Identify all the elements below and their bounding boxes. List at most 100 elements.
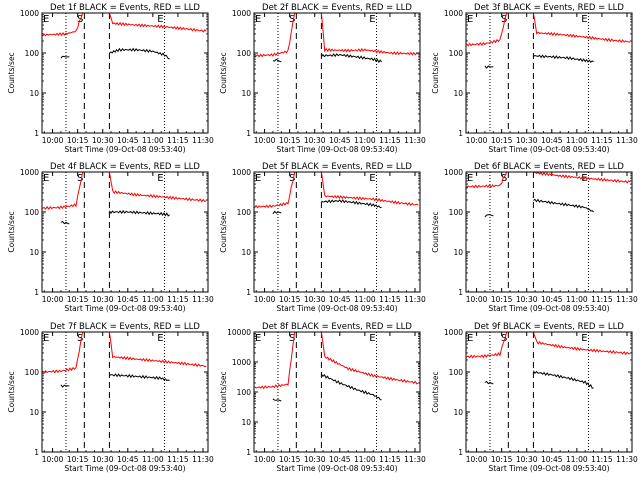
lld-series-line (42, 171, 207, 211)
y-tick-label: 100 (25, 368, 40, 377)
panel-det-4f: Det 4f BLACK = Events, RED = LLD 1 10 100 10… (7, 162, 214, 313)
x-axis-label: Start Time (09-Oct-08 09:53:40) (64, 304, 185, 313)
x-tick-label: 10:15 (67, 455, 89, 464)
y-axis-label: Counts/sec (219, 371, 228, 412)
y-tick-label: 1000 (20, 9, 39, 18)
x-tick-label: 10:45 (117, 455, 139, 464)
x-tick-label: 10:00 (254, 295, 276, 304)
y-tick-label: 1 (458, 129, 463, 138)
marker-label-e-end: E (369, 333, 375, 344)
plot-frame (465, 331, 633, 453)
x-axis-label: Start Time (09-Oct-08 09:53:40) (488, 304, 609, 313)
x-tick-label: 10:30 (516, 295, 538, 304)
y-tick-label: 100 (449, 49, 464, 58)
y-tick-label: 100 (237, 208, 252, 217)
plot-frame (41, 171, 209, 293)
x-tick-label: 10:45 (541, 455, 563, 464)
x-tick-label: 11:00 (354, 295, 376, 304)
events-series-line (484, 380, 494, 385)
marker-label-e-start: E (43, 14, 49, 25)
x-tick-label: 11:30 (404, 136, 426, 145)
y-tick-label: 10 (453, 408, 463, 417)
marker-label-e-end: E (157, 14, 163, 25)
panel-title: Det 9f BLACK = Events, RED = LLD (474, 322, 624, 332)
panel-det-8f: Det 8f BLACK = Events, RED = LLD 1 10 100 10… (219, 322, 426, 473)
x-tick-label: 10:30 (304, 136, 326, 145)
marker-label-e-end: E (369, 14, 375, 25)
events-series-line (532, 370, 594, 389)
x-tick-label: 10:00 (42, 136, 64, 145)
x-tick-label: 10:00 (466, 136, 488, 145)
marker-label-s: S (289, 14, 295, 25)
y-tick-label: 1000 (444, 328, 463, 337)
lld-series-line (254, 171, 419, 209)
y-tick-label: 1 (458, 288, 463, 297)
lld-series-line (254, 331, 419, 390)
y-tick-label: 1 (246, 288, 251, 297)
x-tick-label: 11:30 (404, 455, 426, 464)
y-axis-label: Counts/sec (219, 211, 228, 252)
y-tick-label: 100 (25, 208, 40, 217)
x-axis-label: Start Time (09-Oct-08 09:53:40) (276, 145, 397, 154)
x-axis-label: Start Time (09-Oct-08 09:53:40) (276, 464, 397, 473)
panel-det-1f: Det 1f BLACK = Events, RED = LLD 1 10 100 10… (7, 3, 214, 154)
plot-frame (465, 171, 633, 293)
y-tick-label: 10 (29, 408, 39, 417)
x-tick-label: 11:00 (354, 455, 376, 464)
y-axis-label: Counts/sec (431, 371, 440, 412)
panel-title: Det 5f BLACK = Events, RED = LLD (262, 162, 412, 172)
x-tick-label: 10:30 (304, 455, 326, 464)
y-axis-label: Counts/sec (7, 211, 16, 252)
x-tick-label: 10:30 (92, 455, 114, 464)
marker-label-e-start: E (467, 333, 473, 344)
x-tick-label: 10:15 (279, 455, 301, 464)
lld-series-line (466, 331, 631, 359)
events-series-line (272, 398, 282, 402)
x-tick-label: 10:45 (329, 455, 351, 464)
y-tick-label: 100 (449, 208, 464, 217)
y-tick-label: 1 (458, 448, 463, 457)
x-axis-label: Start Time (09-Oct-08 09:53:40) (64, 464, 185, 473)
x-axis-label: Start Time (09-Oct-08 09:53:40) (488, 145, 609, 154)
marker-label-e-start: E (255, 14, 261, 25)
x-tick-label: 11:15 (591, 136, 613, 145)
events-series-line (272, 58, 282, 63)
plot-frame (253, 331, 421, 453)
panel-det-5f: Det 5f BLACK = Events, RED = LLD 1 10 100 10… (219, 162, 426, 313)
y-tick-label: 100 (449, 368, 464, 377)
y-tick-label: 10 (241, 248, 251, 257)
y-tick-label: 1000 (232, 358, 251, 367)
events-series-line (60, 55, 70, 59)
panel-det-2f: Det 2f BLACK = Events, RED = LLD 1 10 100 10… (219, 3, 426, 154)
x-tick-label: 10:30 (304, 295, 326, 304)
y-tick-label: 1000 (20, 328, 39, 337)
x-tick-label: 11:30 (616, 136, 638, 145)
x-tick-label: 10:00 (254, 455, 276, 464)
x-tick-label: 11:30 (192, 455, 214, 464)
y-axis-label: Counts/sec (7, 52, 16, 93)
y-tick-label: 1000 (20, 168, 39, 177)
x-tick-label: 10:45 (117, 136, 139, 145)
panel-title: Det 7f BLACK = Events, RED = LLD (50, 322, 200, 332)
y-tick-label: 1000 (444, 9, 463, 18)
x-tick-label: 11:15 (379, 295, 401, 304)
x-tick-label: 11:00 (142, 295, 164, 304)
x-axis-label: Start Time (09-Oct-08 09:53:40) (488, 464, 609, 473)
x-tick-label: 10:30 (92, 295, 114, 304)
marker-label-s: S (289, 333, 295, 344)
x-tick-label: 11:15 (167, 136, 189, 145)
events-series-line (272, 210, 282, 215)
marker-label-e-start: E (43, 333, 49, 344)
marker-label-s: S (289, 173, 295, 184)
marker-label-s: S (77, 333, 83, 344)
y-tick-label: 10 (453, 248, 463, 257)
events-series-line (109, 47, 170, 60)
marker-label-e-start: E (467, 173, 473, 184)
x-tick-label: 10:30 (92, 136, 114, 145)
lld-series-line (466, 171, 631, 189)
y-tick-label: 1 (246, 448, 251, 457)
plot-frame (253, 12, 421, 134)
y-tick-label: 100 (237, 388, 252, 397)
x-tick-label: 10:00 (466, 295, 488, 304)
